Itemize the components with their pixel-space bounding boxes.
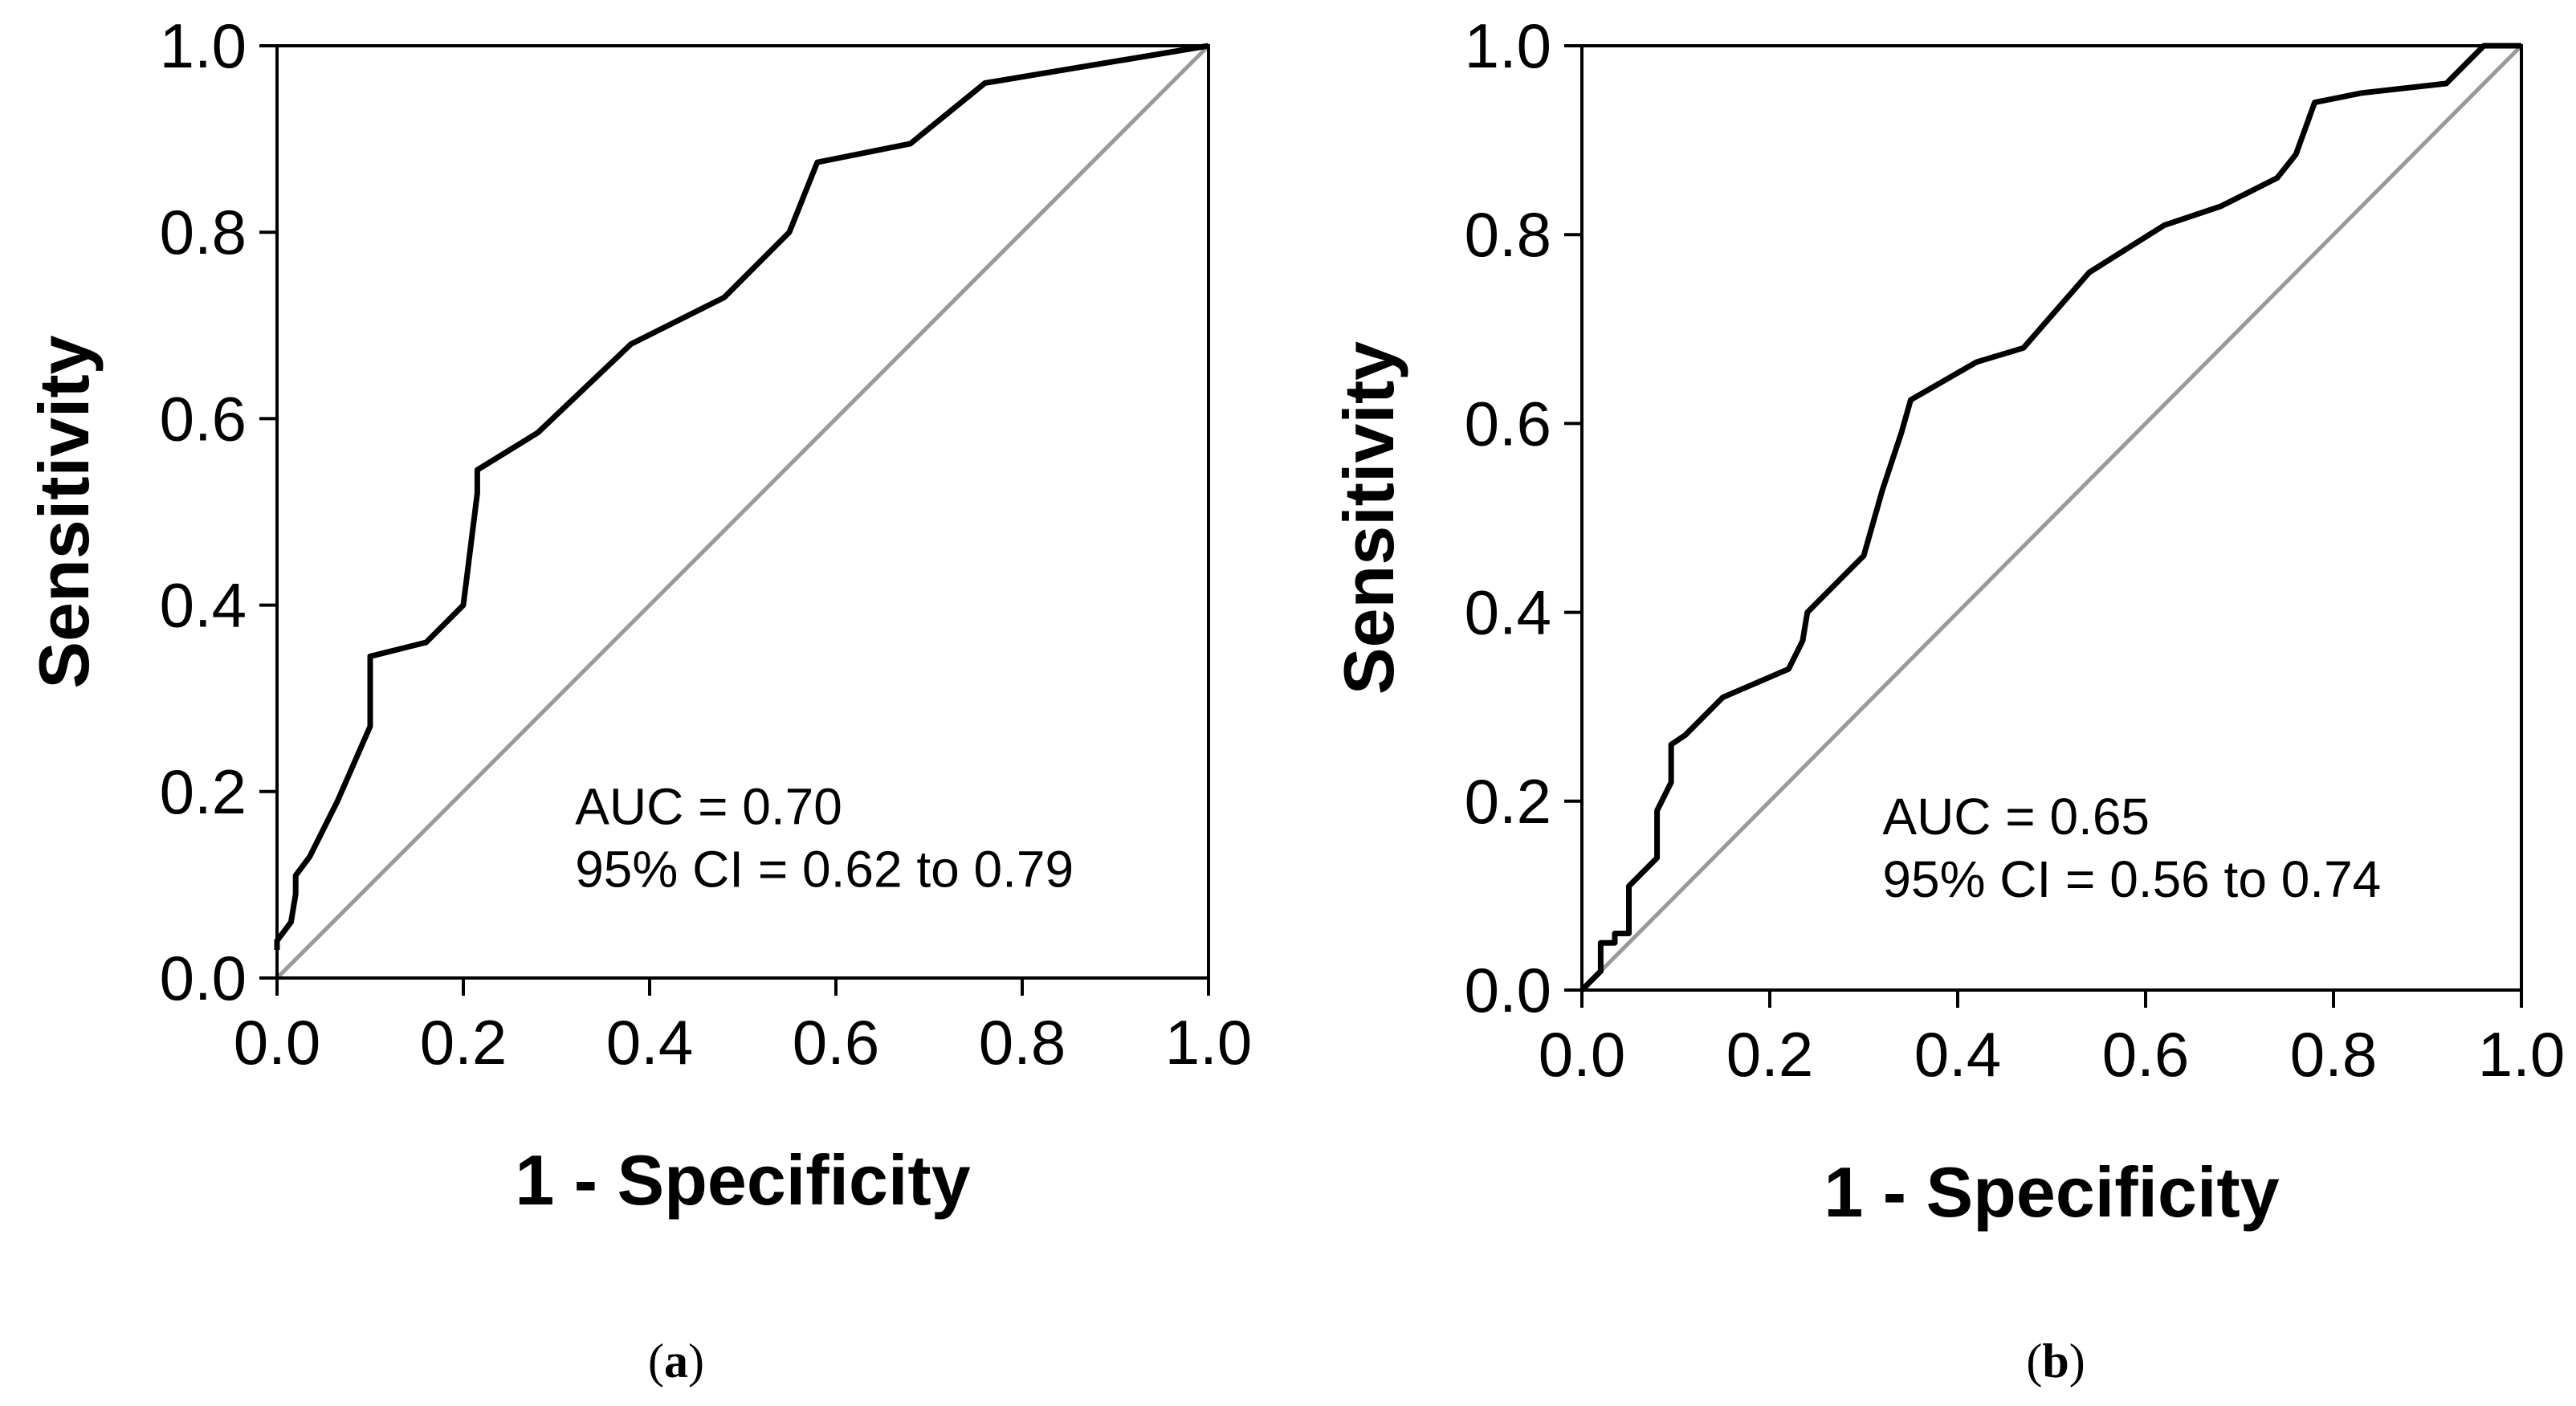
reference-diagonal-line [275,44,1210,980]
x-tick-label: 0.4 [1914,1019,2001,1090]
x-tick-label: 0.8 [2290,1019,2377,1090]
y-tick-label: 0.0 [1465,955,1551,1025]
x-tick-label: 1.0 [1165,1007,1252,1078]
x-tick-label: 0.8 [979,1007,1066,1078]
auc-annotation: AUC = 0.70 [575,777,842,835]
y-axis-title: Sensitivity [1329,341,1408,695]
y-tick-label: 0.6 [1465,388,1551,458]
y-tick-label: 0.8 [1465,199,1551,270]
x-axis-title: 1 - Specificity [1824,1152,2279,1232]
panel-label-close-paren: ) [688,1335,704,1388]
y-tick-label: 0.0 [160,943,247,1013]
y-tick-label: 0.8 [160,197,247,267]
auc-annotation: AUC = 0.65 [1882,788,2150,846]
x-axis-title: 1 - Specificity [515,1140,970,1220]
x-tick-label: 0.0 [1539,1019,1625,1090]
roc-curve-line [274,43,1209,951]
roc-curve-line [1579,43,2521,992]
y-tick-label: 0.4 [160,570,247,641]
plot-frame [275,44,1210,980]
chart-panel-b: 0.0 0.2 0.4 0.6 0.8 1.0 0.0 0.2 0.4 0.6 0.8 1.0 1 - … [1329,10,2565,1388]
x-tick-label: 0.4 [606,1007,693,1078]
plot-frame [1580,44,2523,992]
y-tick-label: 0.6 [160,383,247,454]
ci-annotation: 95% CI = 0.62 to 0.79 [575,840,1074,898]
y-tick-label: 1.0 [160,10,247,81]
y-tick-label: 1.0 [1465,10,1551,81]
panel-label-letter: a [664,1335,688,1388]
panel-label: (a) [648,1335,704,1388]
panel-label-close-paren: ) [2069,1335,2085,1388]
x-tick-label: 0.2 [420,1007,507,1078]
chart-panel-a: 0.0 0.2 0.4 0.6 0.8 1.0 0.0 0.2 0.4 0.6 0.8 1.0 1 - … [24,10,1252,1388]
x-tick-label: 0.6 [793,1007,879,1078]
x-tick-label: 1.0 [2478,1019,2565,1090]
panel-label-open-paren: ( [648,1335,664,1388]
panel-label-letter: b [2042,1335,2069,1388]
reference-diagonal-line [1580,44,2523,992]
y-tick-label: 0.2 [160,756,247,827]
ci-annotation: 95% CI = 0.56 to 0.74 [1882,850,2381,908]
y-tick-label: 0.2 [1465,766,1551,837]
x-tick-label: 0.0 [234,1007,320,1078]
y-axis-title: Sensitivity [24,335,104,688]
panel-label: (b) [2026,1335,2085,1388]
panel-label-open-paren: ( [2026,1335,2042,1388]
x-tick-label: 0.2 [1726,1019,1813,1090]
x-tick-label: 0.6 [2102,1019,2189,1090]
y-tick-label: 0.4 [1465,577,1551,648]
